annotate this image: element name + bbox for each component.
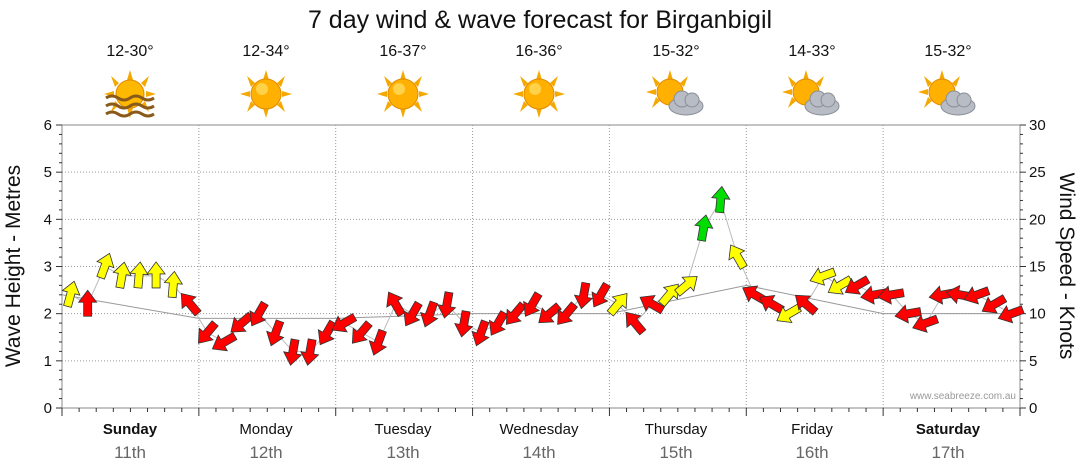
partly-cloudy-icon [918, 70, 976, 116]
wind-arrow [368, 328, 388, 356]
wind-arrow [728, 244, 748, 271]
wind-arrow [61, 280, 81, 308]
wind-arrow [505, 301, 527, 325]
wind-arrow [420, 300, 439, 328]
wind-arrow [386, 291, 406, 318]
day-label-monday: Monday [239, 421, 293, 438]
wind-arrow [180, 292, 202, 317]
wind-arrow [894, 304, 922, 324]
y-axis-left-label: Wave Height - Metres [2, 164, 25, 368]
day-label-tuesday: Tuesday [374, 421, 432, 438]
day-label-thursday: Thursday [644, 421, 708, 438]
wind-arrow [538, 302, 562, 324]
date-label-saturday: 17th [931, 443, 965, 462]
y-left-tick-label: 0 [44, 400, 52, 417]
date-label-sunday: 11th [114, 443, 146, 462]
wind-arrow [436, 291, 457, 319]
wind-arrow [146, 261, 166, 289]
y-left-tick-label: 3 [44, 259, 52, 276]
y-right-tick-label: 0 [1029, 400, 1037, 417]
wind-arrow [249, 300, 269, 327]
wind-arrow [573, 281, 594, 310]
wind-arrow [351, 320, 373, 344]
wind-arrow [283, 338, 303, 366]
wind-arrow [997, 305, 1025, 324]
wind-arrow [711, 185, 731, 214]
wind-arrow [794, 294, 819, 316]
temp-range-sunday: 12-30° [106, 43, 154, 60]
y-right-tick-label: 20 [1029, 211, 1046, 228]
date-label-tuesday: 13th [386, 443, 420, 462]
temp-range-saturday: 15-32° [924, 43, 972, 60]
wind-arrow [488, 310, 509, 336]
y-left-tick-label: 4 [44, 211, 52, 228]
wind-arrow [403, 300, 423, 327]
y-right-tick-label: 10 [1029, 306, 1046, 323]
y-left-tick-label: 5 [44, 164, 52, 181]
wind-arrow [211, 331, 238, 352]
wind-arrow [694, 214, 714, 242]
y-right-tick-label: 15 [1029, 259, 1046, 276]
day-label-sunday: Sunday [102, 421, 158, 438]
wind-arrow [844, 275, 871, 295]
wind-arrow [591, 281, 611, 308]
wind-arrow [606, 292, 628, 317]
wind-arrow [454, 310, 474, 338]
y-right-tick-label: 25 [1029, 164, 1046, 181]
temp-range-friday: 14-33° [788, 43, 836, 60]
temp-range-thursday: 15-32° [652, 43, 700, 60]
wind-arrow [112, 261, 132, 289]
date-label-friday: 16th [795, 443, 829, 462]
sun-icon [377, 70, 429, 118]
wind-arrow [300, 338, 320, 366]
wind-arrow [557, 301, 579, 325]
date-label-monday: 12th [249, 443, 283, 462]
wind-arrow [809, 267, 837, 286]
day-label-wednesday: Wednesday [499, 421, 579, 438]
wind-arrow [625, 311, 647, 336]
wind-arrow [523, 291, 543, 317]
plot-frame [61, 124, 1021, 409]
y-left-tick-label: 1 [44, 353, 52, 370]
sun-haze-icon [104, 70, 156, 118]
wind-arrow [877, 285, 905, 305]
wind-arrow [674, 275, 698, 297]
temp-range-tuesday: 16-37° [379, 43, 427, 60]
wind-arrow [981, 294, 1008, 314]
wind-arrow [163, 270, 184, 299]
wind-arrow [963, 286, 991, 305]
temp-range-monday: 12-34° [242, 43, 290, 60]
wind-arrow [96, 252, 115, 280]
partly-cloudy-icon [646, 70, 704, 116]
temp-range-wednesday: 16-36° [515, 43, 563, 60]
y-left-tick-label: 6 [44, 117, 52, 134]
partly-cloudy-icon [782, 70, 840, 116]
y-right-tick-label: 5 [1029, 353, 1037, 370]
date-label-thursday: 15th [659, 443, 693, 462]
wind-arrow [197, 320, 219, 344]
wind-arrow [639, 294, 666, 315]
wind-arrow [912, 314, 940, 333]
y-right-tick-label: 30 [1029, 117, 1046, 134]
wind-arrow [471, 319, 490, 347]
watermark: www.seabreeze.com.au [909, 391, 1016, 402]
day-label-saturday: Saturday [915, 421, 981, 438]
sun-icon [240, 70, 292, 118]
wind-arrow [129, 261, 149, 289]
date-label-wednesday: 14th [522, 443, 556, 462]
wind-arrow [317, 319, 338, 346]
wind-arrow [331, 313, 358, 333]
sun-icon [513, 70, 565, 118]
day-label-friday: Friday [791, 421, 833, 438]
y-left-tick-label: 2 [44, 306, 52, 323]
chart-title: 7 day wind & wave forecast for Birganbig… [307, 6, 773, 34]
wind-arrow [657, 283, 679, 308]
wind-arrow [77, 289, 98, 317]
y-axis-right-label: Wind Speed - Knots [1055, 172, 1078, 360]
wind-arrow [266, 319, 285, 347]
